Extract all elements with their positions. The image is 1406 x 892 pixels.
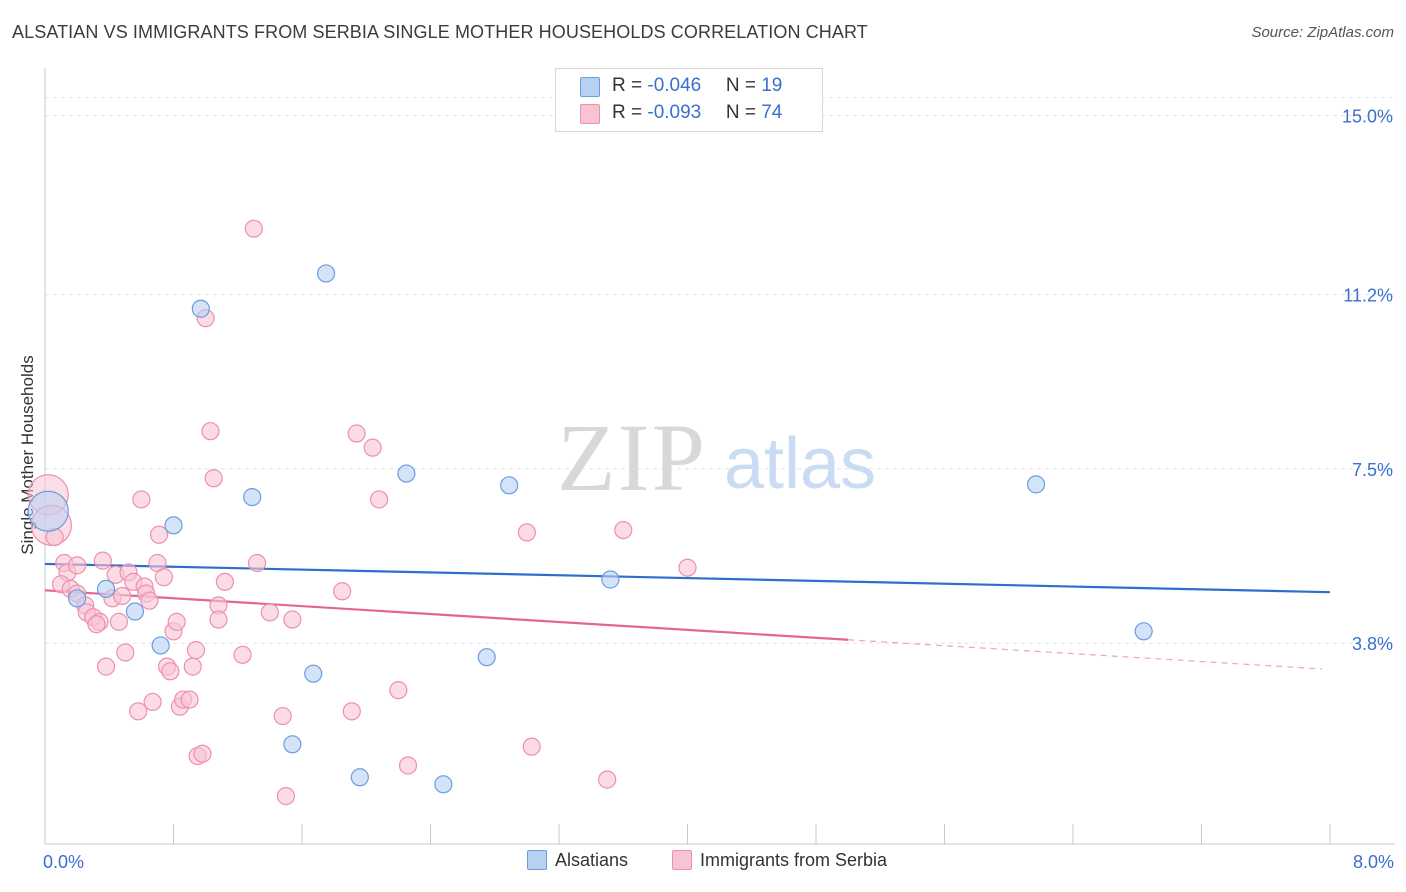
data-point-pink xyxy=(678,558,697,577)
r-label: R = xyxy=(612,75,648,96)
r-value: -0.093 xyxy=(647,102,702,123)
data-point-blue xyxy=(304,664,323,683)
y-tick-label: 11.2% xyxy=(1343,286,1393,306)
data-point-blue xyxy=(350,768,369,787)
data-point-blue xyxy=(96,579,116,599)
data-point-pink xyxy=(283,610,302,629)
data-point-blue xyxy=(125,602,145,621)
watermark-atlas: atlas xyxy=(724,424,876,504)
gridlines xyxy=(45,97,1395,644)
n-value: 19 xyxy=(761,75,783,96)
legend-label-alsatians: Alsatians xyxy=(555,850,629,870)
stats-legend: R = -0.046 N = 19 R = -0.093 N = 74 xyxy=(555,68,823,132)
data-point-pink xyxy=(143,692,162,712)
data-point-blue xyxy=(151,636,170,655)
data-point-pink xyxy=(233,645,252,664)
data-point-blue xyxy=(397,464,416,483)
swatch-serbia xyxy=(580,104,600,124)
data-point-pink xyxy=(154,568,173,587)
data-point-blue xyxy=(191,299,210,318)
axes xyxy=(44,68,1395,845)
y-tick-label: 15.0% xyxy=(1342,107,1393,127)
data-point-pink xyxy=(161,662,180,681)
data-point-pink xyxy=(204,469,223,488)
data-point-blue xyxy=(283,735,302,754)
data-point-pink xyxy=(149,525,169,544)
legend-item-serbia[interactable]: Immigrants from Serbia xyxy=(672,850,887,871)
data-point-pink xyxy=(522,737,541,756)
data-point-pink xyxy=(333,582,352,601)
data-point-pink xyxy=(276,787,296,806)
legend-swatch-serbia xyxy=(672,850,692,870)
y-tick-labels: 3.8% 7.5% 11.2% 15.0% xyxy=(1342,107,1393,654)
data-point-pink xyxy=(273,706,292,726)
n-value: 74 xyxy=(761,102,783,123)
data-point-pink xyxy=(614,520,633,540)
source-credit: Source: ZipAtlas.com xyxy=(1251,24,1394,41)
data-point-pink xyxy=(116,643,135,662)
data-point-blue xyxy=(1026,475,1046,494)
x-tick-min: 0.0% xyxy=(43,852,85,872)
r-value: -0.046 xyxy=(647,75,702,96)
data-point-pink xyxy=(215,572,234,591)
data-point-pink xyxy=(193,744,212,763)
data-point-pink xyxy=(389,681,408,700)
data-point-pink xyxy=(132,490,151,509)
data-point-pink xyxy=(167,612,186,631)
data-point-pink xyxy=(209,610,228,629)
legend-swatch-alsatians xyxy=(527,850,547,870)
y-tick-label: 3.8% xyxy=(1352,634,1393,654)
data-point-blue xyxy=(601,570,620,589)
n-label: N = xyxy=(725,102,762,123)
data-point-pink xyxy=(260,603,279,622)
y-tick-label: 7.5% xyxy=(1352,460,1393,480)
data-point-pink xyxy=(347,424,366,443)
data-point-pink xyxy=(129,702,148,721)
data-point-pink xyxy=(183,657,202,676)
watermark-zip: ZIP xyxy=(557,404,707,511)
data-point-blue xyxy=(243,487,262,507)
data-point-pink xyxy=(363,438,382,457)
data-point-blue xyxy=(500,476,519,495)
data-point-blue xyxy=(164,516,183,535)
chart-title: ALSATIAN VS IMMIGRANTS FROM SERBIA SINGL… xyxy=(12,22,868,42)
trend-line-pink xyxy=(44,589,849,641)
legend-item-alsatians[interactable]: Alsatians xyxy=(527,850,628,871)
data-point-pink xyxy=(180,690,199,709)
data-point-pink xyxy=(93,551,112,570)
data-point-pink xyxy=(398,756,418,775)
data-point-pink xyxy=(370,490,389,509)
data-point-blue xyxy=(27,490,69,532)
data-point-pink xyxy=(87,615,106,634)
data-point-pink xyxy=(140,591,159,610)
data-point-pink xyxy=(201,422,220,441)
swatch-alsatians xyxy=(580,77,600,97)
data-points xyxy=(27,219,1153,806)
r-label: R = xyxy=(612,102,648,123)
data-point-pink xyxy=(247,553,267,573)
data-point-pink xyxy=(517,523,536,542)
data-point-pink xyxy=(96,657,116,676)
data-point-pink xyxy=(68,556,87,575)
data-point-blue xyxy=(316,264,336,283)
watermark: ZIP atlas xyxy=(557,404,876,511)
data-point-pink xyxy=(112,586,132,606)
x-tick-max: 8.0% xyxy=(1352,852,1394,872)
data-point-blue xyxy=(68,589,87,608)
data-point-blue xyxy=(1134,622,1153,641)
data-point-pink xyxy=(109,612,128,631)
data-point-blue xyxy=(477,648,496,667)
data-point-blue xyxy=(434,775,453,794)
trend-line-pink-extension xyxy=(848,639,1323,670)
data-point-pink xyxy=(244,219,263,238)
legend-label-serbia: Immigrants from Serbia xyxy=(700,850,888,870)
data-point-pink xyxy=(186,641,206,660)
data-point-pink xyxy=(598,770,617,789)
n-label: N = xyxy=(725,75,762,96)
data-point-pink xyxy=(342,702,361,721)
